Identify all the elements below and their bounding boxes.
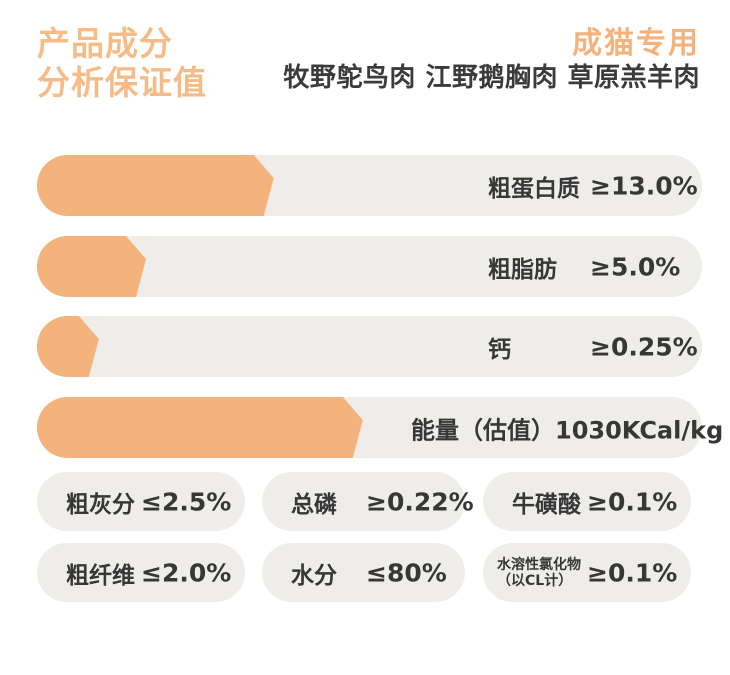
bar-label: 能量（估值） (411, 416, 555, 444)
pill-water-soluble-chloride: 水溶性氯化物 （以CL计） ≥0.1% (483, 543, 691, 602)
ingredients-subtitle: 牧野鸵鸟肉 江野鹅胸肉 草原羔羊肉 (283, 63, 700, 93)
pill-value: ≥0.1% (587, 558, 678, 587)
page-title-line2: 分析保证值 (37, 63, 207, 102)
pill-label: 水溶性氯化物 （以CL计） (497, 557, 581, 589)
header-right: 成猫专用 牧野鸵鸟肉 江野鹅胸肉 草原羔羊肉 (283, 26, 700, 94)
pill-taurine: 牛磺酸 ≥0.1% (483, 472, 691, 531)
pill-value: ≤2.0% (141, 558, 232, 587)
bar-fill (37, 316, 99, 377)
pill-crude-ash: 粗灰分 ≤2.5% (37, 472, 245, 531)
pill-total-phosphorus: 总磷 ≥0.22% (262, 472, 474, 531)
nutrient-bar-fat: 粗脂肪 ≥5.0% (37, 236, 702, 297)
bar-value: ≥5.0% (590, 252, 681, 281)
pill-value: ≤2.5% (141, 487, 232, 516)
cat-type-badge: 成猫专用 (572, 26, 700, 61)
pill-label: 总磷 (291, 491, 337, 518)
bar-value: ≥13.0% (590, 171, 698, 200)
nutrient-bar-energy: 能量（估值）1030KCal/kg (37, 397, 723, 458)
bar-label: 粗蛋白质 (488, 175, 580, 202)
bar-label: 粗脂肪 (488, 256, 557, 283)
pill-value: ≤80% (366, 558, 447, 587)
pill-crude-fiber: 粗纤维 ≤2.0% (37, 543, 245, 602)
pill-label: 粗灰分 (66, 491, 135, 518)
pill-value: ≥0.22% (366, 487, 474, 516)
bar-fill (37, 155, 274, 216)
pill-label-line1: 水溶性氯化物 (497, 556, 581, 573)
bar-fill (37, 397, 363, 458)
pill-label: 粗纤维 (66, 562, 135, 589)
page-title: 产品成分 分析保证值 (37, 24, 207, 102)
pill-label-line2: （以CL计） (497, 572, 573, 589)
bar-label-and-value: 能量（估值）1030KCal/kg (411, 410, 723, 445)
bar-value: ≥0.25% (590, 332, 698, 361)
page-title-line1: 产品成分 (37, 24, 173, 63)
pill-label: 水分 (291, 562, 337, 589)
pill-moisture: 水分 ≤80% (262, 543, 465, 602)
nutrient-bar-calcium: 钙 ≥0.25% (37, 316, 702, 377)
nutrient-bar-protein: 粗蛋白质 ≥13.0% (37, 155, 702, 216)
bar-label: 钙 (488, 336, 511, 363)
bar-value: 1030KCal/kg (555, 416, 724, 444)
pill-value: ≥0.1% (587, 487, 678, 516)
pill-label: 牛磺酸 (512, 491, 581, 518)
bar-fill (37, 236, 146, 297)
